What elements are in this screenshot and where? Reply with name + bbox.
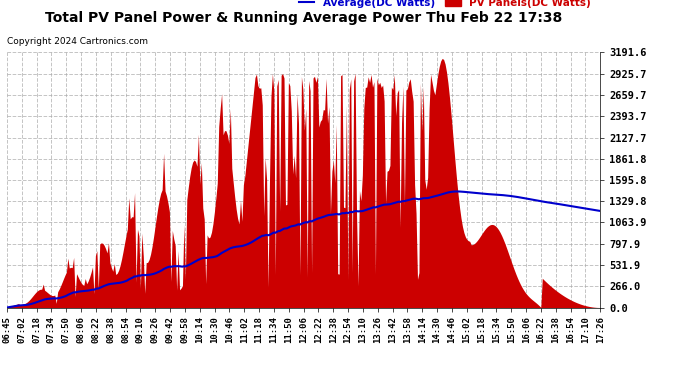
Text: Copyright 2024 Cartronics.com: Copyright 2024 Cartronics.com: [7, 38, 148, 46]
Text: Total PV Panel Power & Running Average Power Thu Feb 22 17:38: Total PV Panel Power & Running Average P…: [45, 11, 562, 25]
Legend: Average(DC Watts), PV Panels(DC Watts): Average(DC Watts), PV Panels(DC Watts): [295, 0, 595, 12]
